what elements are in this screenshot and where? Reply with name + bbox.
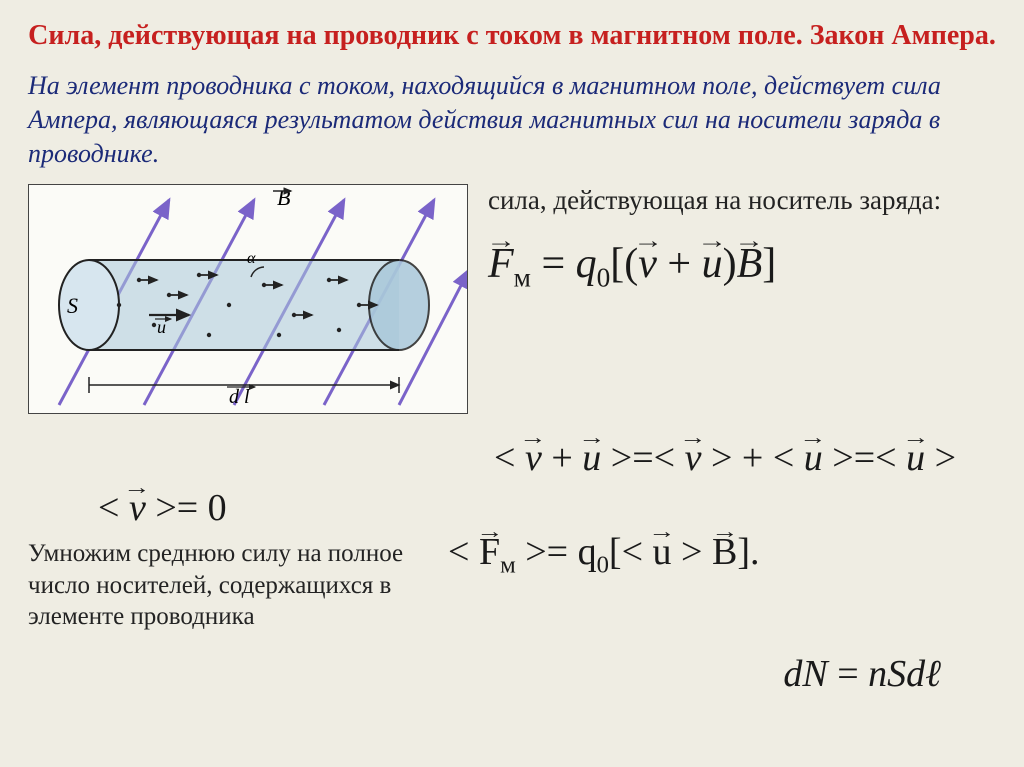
multiply-caption: Умножим среднюю силу на полное число нос…	[28, 538, 448, 632]
page-title: Сила, действующая на проводник с током в…	[28, 18, 996, 53]
label-u: u	[157, 317, 166, 337]
formula-Fm-q-vu-B: Fм = q0[(v + u)B]	[488, 240, 941, 293]
label-alpha: α	[247, 250, 256, 267]
formula-avg-v-zero: < v >= 0	[98, 487, 227, 529]
label-S: S	[67, 293, 78, 318]
diagram-svg: S B α u d l	[29, 185, 468, 414]
carrier-force-caption: сила, действующая на носитель заряда:	[488, 184, 941, 218]
bottom-row: Умножим среднюю силу на полное число нос…	[28, 530, 996, 632]
avg-v-zero-line: < v >= 0	[28, 486, 996, 530]
right-block: сила, действующая на носитель заряда: Fм…	[488, 184, 941, 293]
label-B: B	[277, 185, 290, 210]
formula-Fm-avg: < Fм >= q0[< u > B].	[448, 530, 996, 580]
row-diagram-and-caption: S B α u d l сила, действующая на носител…	[28, 184, 996, 414]
formula-avg-sum: < v + u >=< v > + < u >=< u >	[494, 437, 956, 479]
conductor-diagram: S B α u d l	[28, 184, 468, 414]
avg-sum-line: < v + u >=< v > + < u >=< u >	[28, 436, 996, 480]
intro-text: На элемент проводника с током, находящий…	[28, 69, 996, 170]
label-dl: d l	[229, 386, 250, 408]
formula-dN: dN = nSdℓ	[28, 652, 996, 696]
